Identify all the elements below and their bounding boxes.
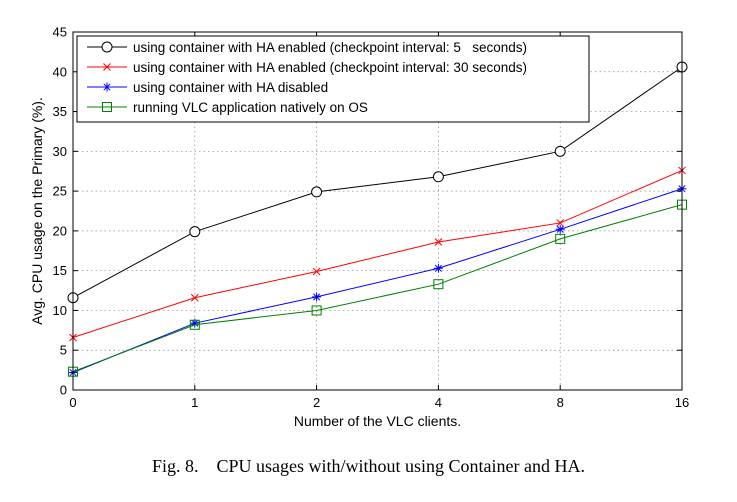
y-tick-label: 5 [60, 343, 67, 358]
legend-label: using container with HA disabled [133, 80, 328, 95]
star-marker [312, 292, 322, 302]
circle-marker [554, 145, 566, 157]
series-line [72, 188, 683, 373]
y-tick-label: 20 [53, 223, 67, 238]
legend-label: using container with HA enabled (checkpo… [133, 40, 527, 55]
legend-box [76, 35, 590, 123]
y-tick-label: 15 [53, 263, 67, 278]
line-chart: 0 5 10 15 20 25 30 35 40 45 0 1 2 4 8 16 Number of the … [29, 25, 690, 430]
series-3 [68, 184, 687, 377]
series-layer [67, 61, 688, 377]
circle-marker [189, 226, 201, 238]
square-marker [555, 233, 566, 244]
square-marker [102, 102, 112, 112]
y-tick-label: 10 [53, 303, 67, 318]
figure-caption-label: Fig. 8. [152, 456, 199, 476]
y-tick-label: 25 [53, 184, 67, 199]
square-marker [189, 319, 200, 330]
x-tick-label: 1 [191, 395, 198, 410]
plot-frame [72, 31, 683, 391]
series-1 [67, 61, 688, 304]
x-tick-label: 2 [313, 395, 320, 410]
x-marker [556, 219, 565, 227]
legend-label: using container with HA enabled (checkpo… [133, 60, 527, 75]
x-axis-label: Number of the VLC clients. [294, 413, 461, 429]
star-marker [555, 224, 565, 234]
x-tick-label: 4 [435, 395, 442, 410]
series-line [72, 169, 683, 338]
y-tick-label: 30 [53, 144, 67, 159]
y-tick-label: 0 [60, 383, 67, 398]
y-tick-label: 45 [53, 25, 67, 40]
legend-label: running VLC application natively on OS [133, 100, 368, 115]
series-line [72, 204, 683, 373]
series-2 [69, 166, 686, 342]
x-tick-label: 16 [675, 395, 689, 410]
square-marker [433, 279, 444, 290]
x-marker [312, 267, 321, 276]
circle-marker [432, 171, 444, 183]
legend-item: using container with HA enabled (checkpo… [87, 40, 527, 55]
axis-ticks: 0 5 10 15 20 25 30 35 40 45 0 1 2 4 8 16 [53, 25, 690, 411]
series-line [72, 66, 683, 299]
y-axis-label: Avg. CPU usage on the Primary (%). [29, 97, 45, 325]
circle-marker [101, 41, 113, 53]
circle-marker [311, 186, 323, 198]
legend-item: using container with HA disabled [87, 80, 328, 95]
legend-item: using container with HA enabled (checkpo… [87, 60, 527, 75]
square-marker [311, 305, 322, 316]
y-tick-label: 40 [53, 64, 67, 79]
star-marker [102, 82, 112, 92]
x-tick-label: 8 [557, 395, 564, 410]
figure-caption-text: CPU usages with/without using Container … [216, 456, 585, 476]
x-marker [190, 293, 199, 302]
x-marker [103, 63, 111, 71]
star-marker [190, 318, 200, 328]
figure-caption: Fig. 8. CPU usages with/without using Co… [0, 456, 737, 477]
x-marker [434, 238, 443, 246]
y-tick-label: 35 [53, 104, 67, 119]
legend: using container with HA enabled (checkpo… [76, 35, 590, 123]
series-4 [68, 199, 687, 377]
x-tick-label: 0 [69, 395, 76, 410]
star-marker [433, 263, 443, 273]
legend-item: running VLC application natively on OS [87, 100, 368, 115]
